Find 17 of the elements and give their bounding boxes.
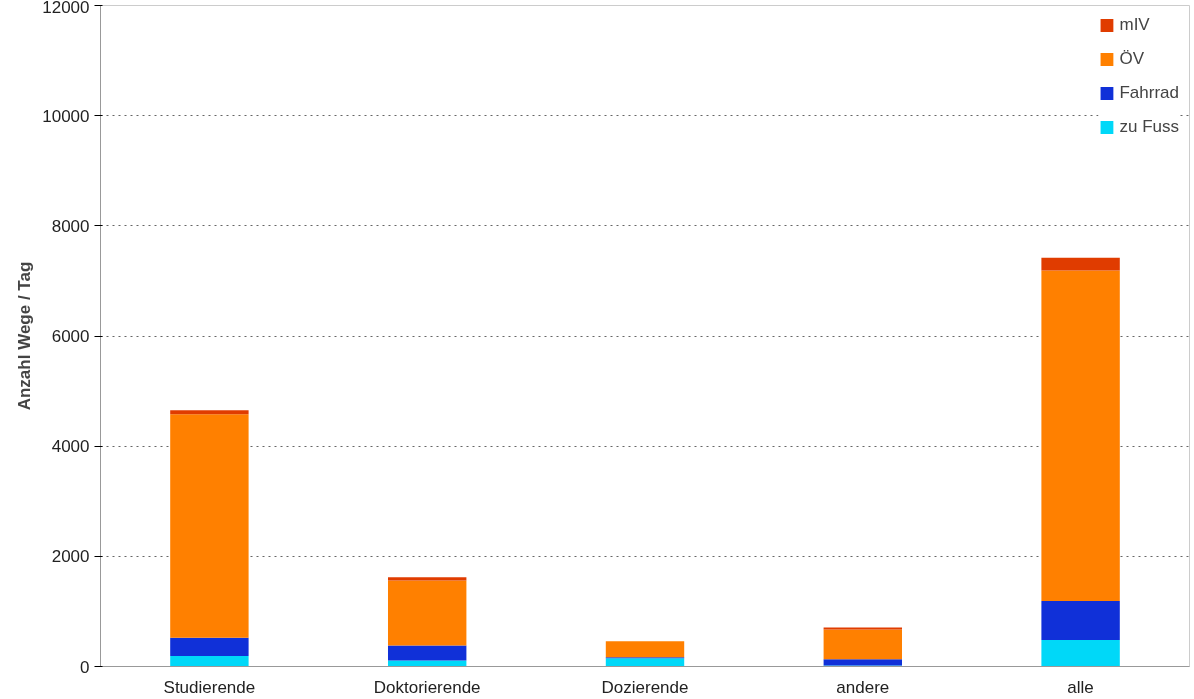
y-tick-label: 8000 [51,216,90,236]
y-tick-label: 2000 [51,547,90,567]
x-tick-label: Dozierende [601,677,689,697]
y-tick-label: 0 [80,657,90,677]
y-tick-label: 12000 [42,0,90,17]
x-tick-label: andere [836,677,890,697]
legend-label: mIV [1119,15,1150,35]
legend-label: zu Fuss [1119,117,1179,137]
x-tick-label: alle [1067,677,1094,697]
y-tick-label: 6000 [51,327,90,346]
y-axis-title: Anzahl Wege / Tag [15,261,35,411]
y-tick-label: 4000 [51,437,90,457]
x-tick-label: Studierende [163,677,256,697]
x-tick-label: Doktorierende [373,677,481,697]
legend-label: ÖV [1119,49,1145,69]
legend-label: Fahrrad [1119,83,1179,103]
y-tick-label: 10000 [42,106,90,126]
